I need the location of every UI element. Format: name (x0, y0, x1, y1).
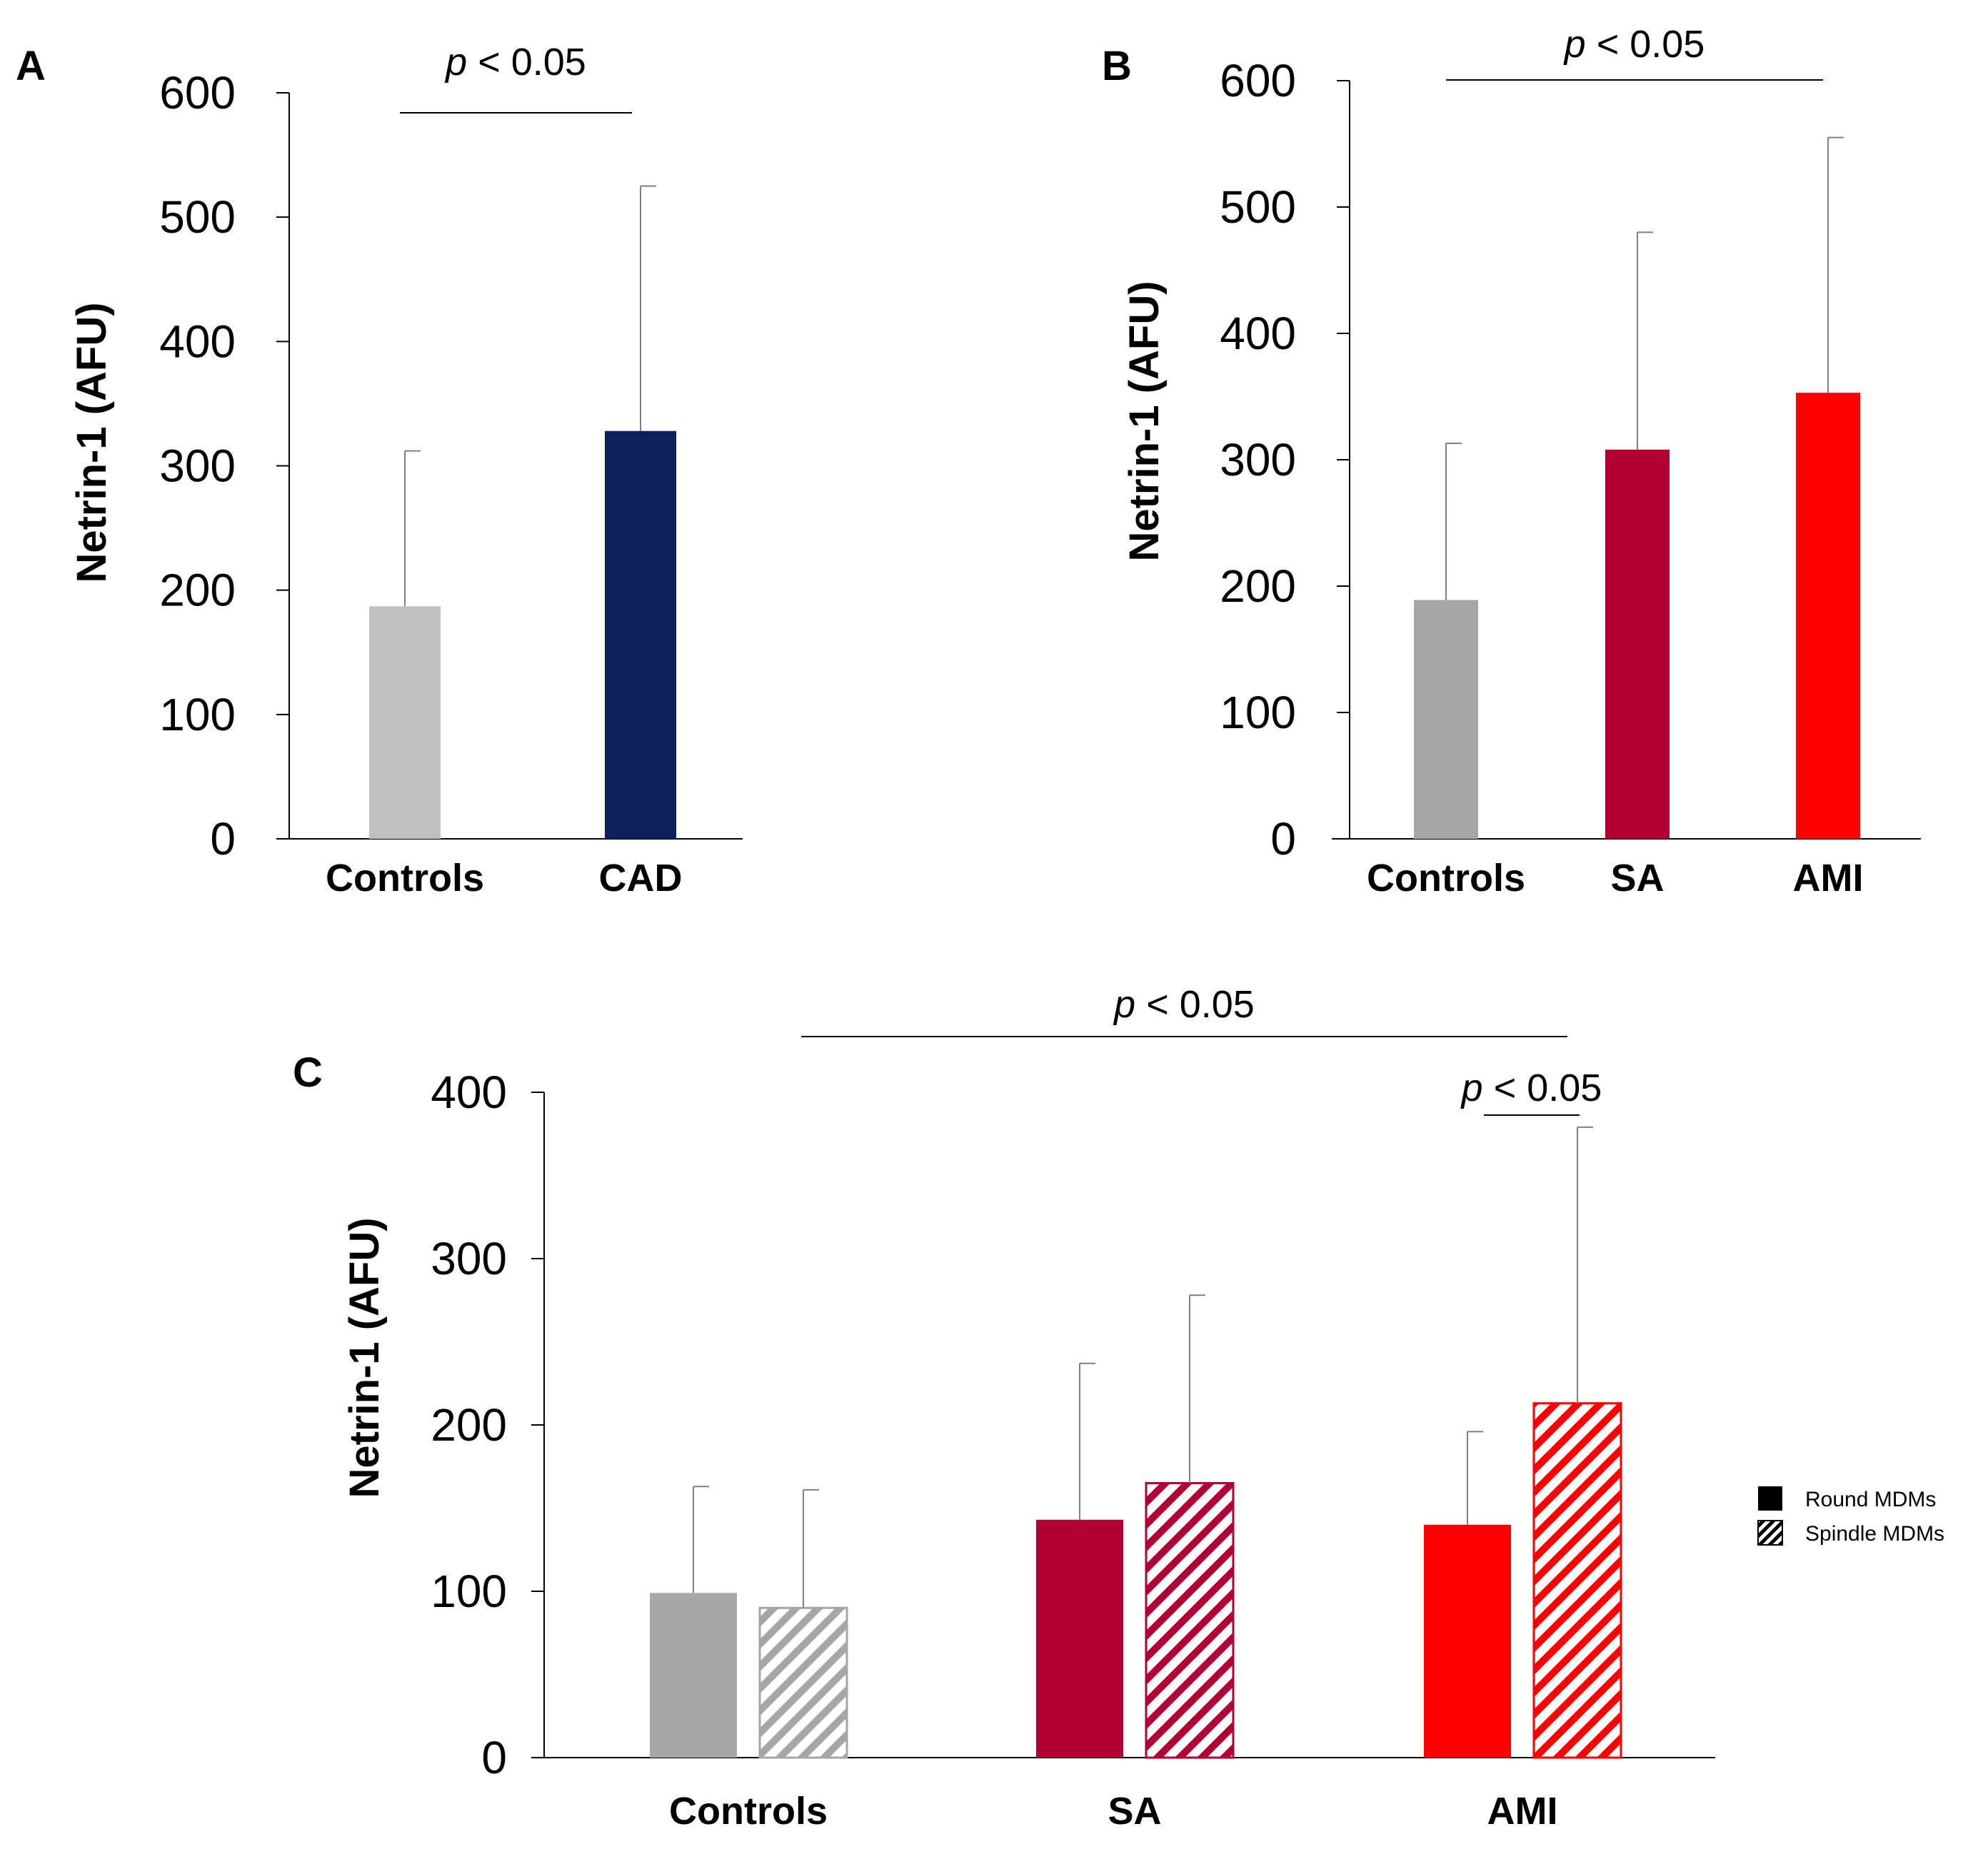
y-tick-label: 300 (431, 1233, 507, 1284)
significance-label: p < 0.05 (444, 41, 586, 84)
legend-label-spindle: Spindle MDMs (1805, 1522, 1944, 1546)
bar (1424, 1524, 1511, 1758)
panel-a-letter: A (16, 43, 46, 89)
panel-c-chart: 0 100 200 300 400 Controls SA AMI p < 0.05 p < 0.… (431, 983, 1715, 1833)
significance-label: p < 0.05 (1563, 23, 1705, 66)
y-tick-label: 400 (159, 316, 236, 367)
bar-hatched (1145, 1482, 1235, 1759)
legend-swatch-solid (1758, 1486, 1782, 1511)
bar (605, 430, 676, 839)
y-tick-label: 200 (1220, 560, 1296, 612)
panel-b-letter: B (1102, 43, 1132, 89)
y-tick-label: 500 (159, 191, 236, 243)
legend: Round MDMs Spindle MDMs (1757, 1486, 1944, 1546)
y-tick-label: 100 (1220, 687, 1296, 738)
y-tick-label: 0 (481, 1732, 507, 1783)
bar-hatched (758, 1606, 848, 1759)
significance-label: p < 0.05 (1113, 983, 1255, 1026)
bar (1605, 449, 1670, 839)
y-tick-label: 400 (431, 1067, 507, 1118)
y-tick-label: 600 (1220, 55, 1296, 106)
x-category-label: SA (1610, 857, 1664, 900)
panel-b-chart: 0 100 200 300 400 500 600 Controls SA AMI p < 0.05 (1220, 23, 1921, 900)
panel-c-y-axis-title: Netrin-1 (AFU) (341, 1217, 388, 1498)
bar (369, 606, 441, 839)
bar (1036, 1519, 1123, 1758)
x-category-label: SA (1108, 1790, 1161, 1833)
x-category-label: Controls (326, 857, 484, 900)
y-tick-label: 300 (1220, 434, 1296, 485)
x-category-label: Controls (669, 1790, 828, 1833)
bar (650, 1593, 737, 1758)
panel-b-y-axis-title: Netrin-1 (AFU) (1121, 281, 1168, 561)
bar (1796, 393, 1860, 839)
panel-c-letter: C (293, 1049, 323, 1096)
x-category-label: Controls (1367, 857, 1525, 900)
y-tick-label: 400 (1220, 308, 1296, 359)
y-tick-label: 0 (1270, 813, 1296, 865)
y-tick-label: 300 (159, 440, 236, 492)
panel-a-chart: 0 100 200 300 400 500 600 Controls CAD p < 0.05 (159, 41, 743, 900)
y-tick-label: 100 (431, 1566, 507, 1617)
legend-swatch-hatched (1757, 1520, 1783, 1546)
x-category-label: CAD (599, 857, 683, 900)
y-tick-label: 100 (159, 689, 236, 740)
y-tick-label: 500 (1220, 181, 1296, 233)
y-tick-label: 600 (159, 67, 236, 119)
legend-label-round: Round MDMs (1805, 1488, 1936, 1511)
y-tick-label: 200 (431, 1399, 507, 1451)
panel-a-y-axis-title: Netrin-1 (AFU) (69, 302, 115, 583)
bar-hatched (1532, 1402, 1622, 1759)
bar (1414, 600, 1478, 839)
y-tick-label: 0 (210, 813, 236, 865)
y-tick-label: 200 (159, 565, 236, 616)
x-category-label: AMI (1487, 1790, 1558, 1833)
x-category-label: AMI (1793, 857, 1864, 900)
significance-label: p < 0.05 (1460, 1067, 1602, 1109)
